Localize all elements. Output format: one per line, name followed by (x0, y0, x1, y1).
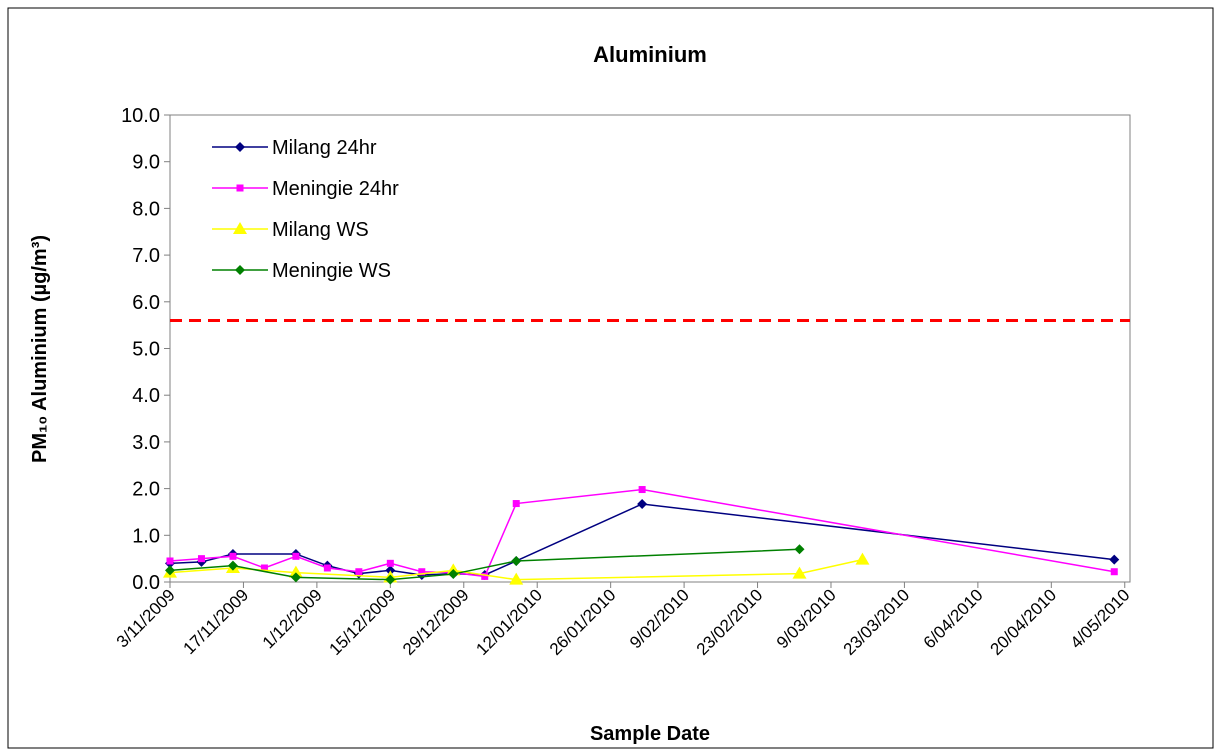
marker (355, 568, 363, 576)
y-tick-label: 6.0 (132, 292, 160, 314)
y-tick-label: 0.0 (132, 572, 160, 594)
marker (637, 499, 648, 510)
legend-marker (235, 265, 245, 275)
marker (1110, 568, 1118, 576)
marker (509, 572, 524, 585)
marker (385, 565, 396, 576)
y-tick-label: 4.0 (132, 385, 160, 407)
chart-title: Aluminium (593, 42, 707, 67)
marker (511, 555, 522, 566)
marker (1109, 554, 1120, 565)
y-tick-label: 5.0 (132, 339, 160, 361)
y-tick-label: 10.0 (121, 105, 160, 127)
y-tick-label: 2.0 (132, 479, 160, 501)
marker (512, 500, 520, 508)
plot-area (169, 114, 1131, 583)
series-line (169, 558, 863, 581)
marker (292, 552, 300, 560)
marker (638, 486, 646, 494)
marker (448, 569, 459, 580)
legend-label: Milang 24hr (272, 137, 377, 159)
marker (229, 552, 237, 560)
legend-label: Meningie 24hr (272, 178, 399, 200)
legend-label: Meningie WS (272, 260, 391, 282)
legend-marker (233, 222, 247, 234)
marker (323, 564, 331, 572)
marker (290, 572, 301, 583)
legend-marker (236, 184, 244, 192)
marker (166, 557, 174, 565)
legend-marker (235, 142, 245, 152)
y-tick-label: 1.0 (132, 525, 160, 547)
marker (794, 544, 805, 555)
marker (418, 568, 426, 576)
marker (227, 560, 238, 571)
marker (165, 565, 175, 576)
y-tick-label: 8.0 (132, 198, 160, 220)
marker (386, 559, 394, 567)
marker (197, 555, 205, 563)
marker (855, 552, 870, 565)
y-tick-label: 9.0 (132, 152, 160, 174)
y-tick-label: 7.0 (132, 245, 160, 267)
marker (792, 566, 807, 579)
x-axis-title: Sample Date (590, 723, 710, 745)
legend-label: Milang WS (272, 219, 369, 241)
y-tick-label: 3.0 (132, 432, 160, 454)
marker (385, 574, 396, 585)
marker (481, 572, 489, 580)
series-line (169, 488, 1115, 578)
marker (288, 565, 303, 578)
y-axis-title: PM₁₀ Aluminium (µg/m³) (29, 235, 51, 463)
marker (260, 564, 268, 572)
